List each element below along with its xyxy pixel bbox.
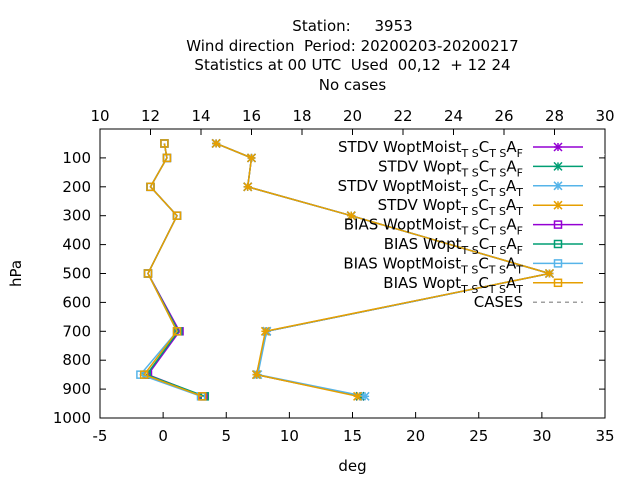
legend-label: BIAS WoptT SCT SAF bbox=[384, 235, 523, 257]
legend-sample-marker bbox=[553, 200, 563, 210]
legend-sample-marker bbox=[553, 259, 563, 268]
x-tick-label: 15 bbox=[343, 427, 362, 445]
series-line bbox=[215, 142, 550, 398]
legend-label: STDV WoptT SCT SAF bbox=[378, 157, 523, 179]
data-point bbox=[260, 326, 270, 336]
y-tick-label: 1000 bbox=[53, 409, 91, 427]
x2-tick-label: 14 bbox=[191, 107, 210, 125]
data-point bbox=[139, 370, 149, 379]
legend-entry: BIAS WoptMoistT SCT SAT bbox=[343, 254, 583, 276]
data-point bbox=[252, 370, 262, 380]
series-line bbox=[142, 143, 203, 398]
y-tick-label: 600 bbox=[62, 293, 91, 311]
x-tick-label: -5 bbox=[93, 427, 108, 445]
legend-label: STDV WoptMoistT SCT SAT bbox=[338, 177, 524, 199]
legend-entry: BIAS WoptT SCT SAT bbox=[383, 274, 583, 296]
x-tick-label: 25 bbox=[469, 427, 488, 445]
title-statistics: Statistics at 00 UTC Used 00,12 + 12 24 bbox=[194, 56, 511, 74]
x2-tick-label: 20 bbox=[343, 107, 362, 125]
legend-label: STDV WoptT SCT SAT bbox=[378, 196, 524, 218]
legend-entry: STDV WoptMoistT SCT SAF bbox=[338, 138, 583, 160]
data-point bbox=[172, 211, 182, 220]
data-point bbox=[198, 392, 207, 401]
data-point bbox=[353, 391, 363, 401]
series-line bbox=[604, 153, 605, 156]
y-tick-label: 500 bbox=[62, 265, 91, 283]
legend-sample-marker bbox=[553, 181, 563, 191]
legend-label: BIAS WoptMoistT SCT SAF bbox=[344, 216, 523, 238]
y-tick-label: 300 bbox=[62, 207, 91, 225]
legend-entry: STDV WoptT SCT SAF bbox=[378, 157, 583, 179]
legend-label: BIAS WoptT SCT SAT bbox=[383, 274, 523, 296]
legend-sample-marker bbox=[553, 161, 563, 171]
x2-tick-label: 10 bbox=[90, 107, 109, 125]
data-point bbox=[243, 182, 253, 192]
x-tick-label: 35 bbox=[595, 427, 614, 445]
title-cases: No cases bbox=[318, 76, 387, 94]
series-line bbox=[145, 143, 206, 398]
x2-tick-label: 12 bbox=[141, 107, 160, 125]
series-3 bbox=[211, 138, 554, 401]
x2-tick-label: 28 bbox=[545, 107, 564, 125]
series-7 bbox=[139, 139, 207, 401]
data-point bbox=[246, 153, 257, 163]
legend-sample-marker bbox=[553, 239, 563, 249]
y-tick-label: 400 bbox=[62, 236, 91, 254]
x-axis-label: deg bbox=[338, 457, 366, 475]
legend-entry: CASES bbox=[474, 293, 583, 311]
data-point bbox=[162, 153, 172, 163]
y-tick-label: 700 bbox=[62, 322, 91, 340]
y-tick-label: 200 bbox=[62, 178, 91, 196]
legend-entry: STDV WoptMoistT SCT SAT bbox=[338, 177, 583, 199]
series-8 bbox=[604, 153, 605, 156]
title-parameter: Wind direction Period: 20200203-20200217 bbox=[186, 37, 519, 55]
data-point bbox=[346, 211, 356, 221]
legend-label: STDV WoptMoistT SCT SAF bbox=[338, 138, 523, 160]
legend-entry: BIAS WoptT SCT SAF bbox=[384, 235, 583, 257]
legend-label: BIAS WoptMoistT SCT SAT bbox=[343, 254, 523, 276]
x-tick-label: 10 bbox=[280, 427, 299, 445]
y-tick-label: 900 bbox=[62, 380, 91, 398]
x-tick-label: 0 bbox=[158, 427, 168, 445]
legend-entry: BIAS WoptMoistT SCT SAF bbox=[344, 216, 583, 238]
x2-tick-label: 24 bbox=[444, 107, 463, 125]
plot-frame bbox=[99, 128, 606, 419]
legend-entry: STDV WoptT SCT SAT bbox=[378, 196, 583, 218]
x2-tick-label: 18 bbox=[292, 107, 311, 125]
x-tick-label: 30 bbox=[532, 427, 551, 445]
data-point bbox=[146, 182, 155, 192]
data-point bbox=[544, 268, 554, 279]
legend-sample-marker bbox=[553, 278, 563, 288]
data-point bbox=[211, 138, 221, 148]
legend-sample-marker bbox=[553, 142, 563, 152]
x2-tick-label: 22 bbox=[393, 107, 412, 125]
x-tick-label: 20 bbox=[406, 427, 425, 445]
y-axis-label: hPa bbox=[7, 260, 25, 287]
title-station: Station: 3953 bbox=[292, 17, 413, 35]
legend-sample-marker bbox=[553, 220, 563, 229]
x-tick-label: 5 bbox=[221, 427, 231, 445]
legend-label: CASES bbox=[474, 293, 523, 311]
y-tick-label: 800 bbox=[62, 351, 91, 369]
data-point bbox=[172, 327, 182, 336]
x2-tick-label: 16 bbox=[242, 107, 261, 125]
x2-tick-label: 30 bbox=[595, 107, 614, 125]
data-point bbox=[160, 139, 169, 148]
x2-tick-label: 26 bbox=[494, 107, 513, 125]
y-tick-label: 100 bbox=[62, 149, 91, 167]
data-point bbox=[360, 391, 370, 401]
data-point bbox=[143, 269, 153, 278]
